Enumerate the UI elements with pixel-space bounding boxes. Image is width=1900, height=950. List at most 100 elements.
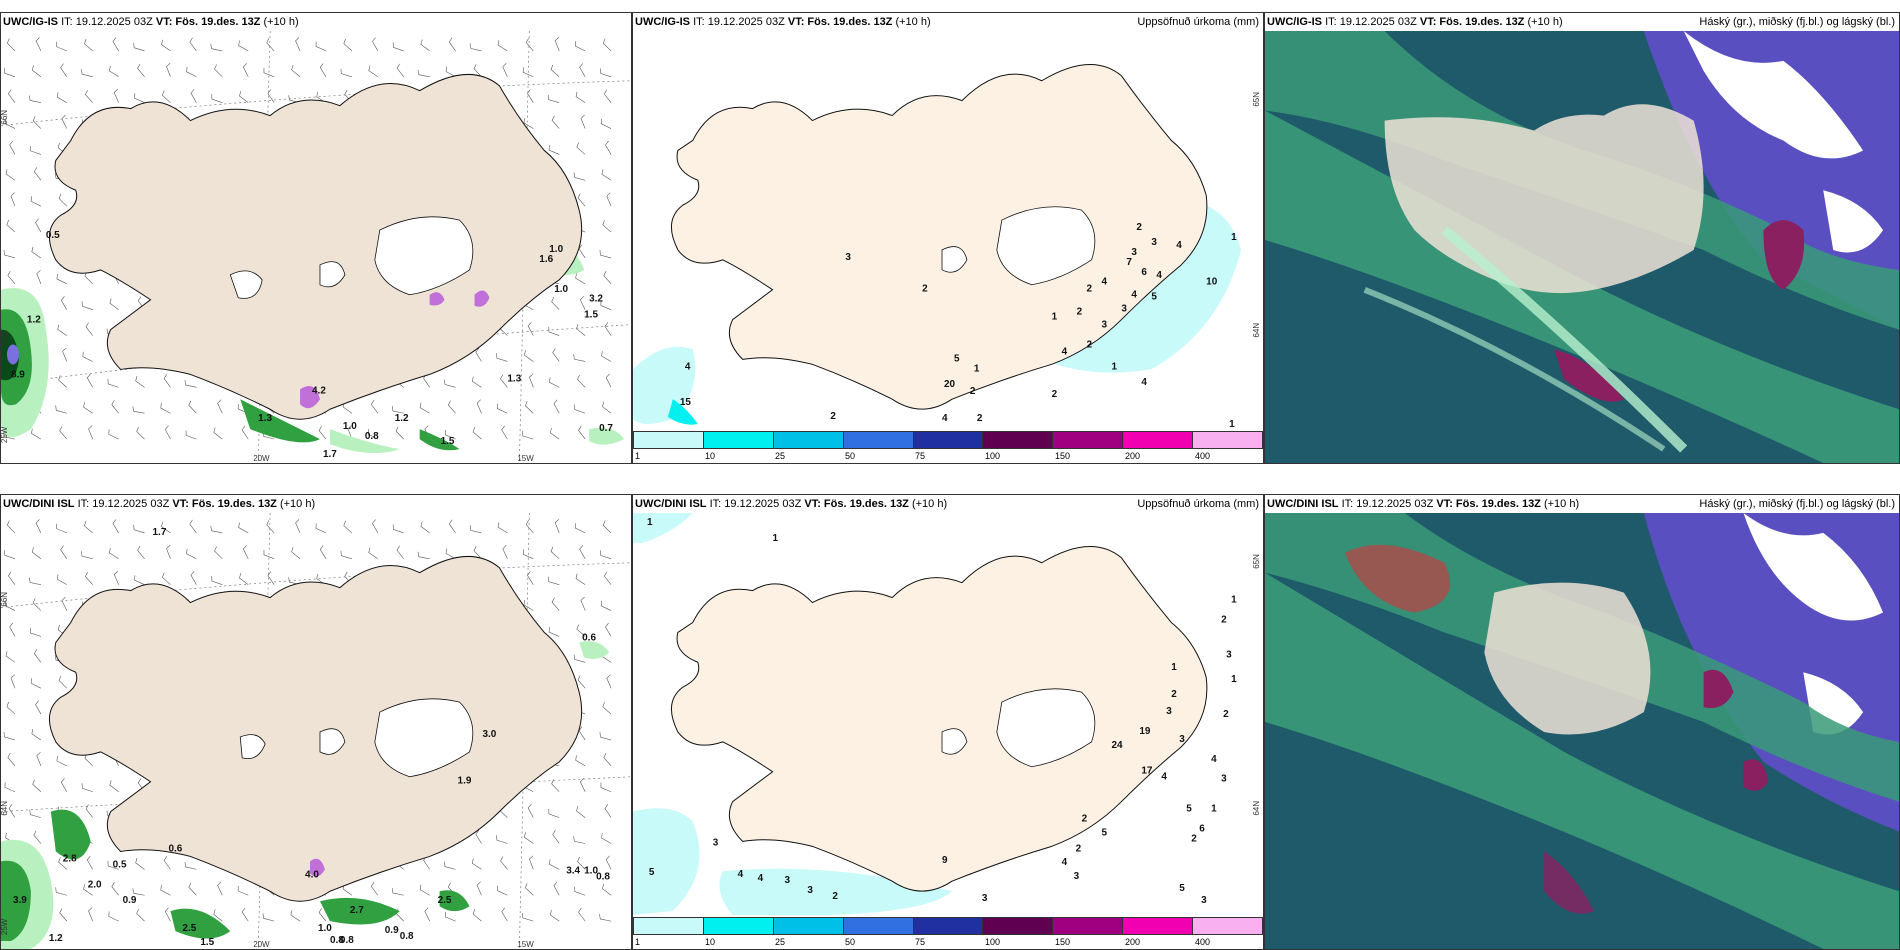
- init-time: IT: 19.12.2025 03Z: [1325, 16, 1417, 28]
- map-clouds[interactable]: [1265, 513, 1899, 949]
- svg-text:2: 2: [1136, 222, 1142, 233]
- svg-text:1: 1: [1211, 804, 1217, 815]
- wind-barb: [188, 882, 197, 896]
- wind-barb: [55, 887, 67, 896]
- wind-barb: [551, 297, 560, 310]
- wind-barb: [210, 525, 223, 534]
- wind-barb: [239, 91, 249, 103]
- map-wind-precip[interactable]: 0.5 1.2 8.9 1.0 1.6 1.0 3.2 1.5 1.3 1.0 0.8 1.7 …: [1, 31, 631, 463]
- wind-barb: [578, 907, 586, 922]
- panel-bot-right: UWC/DINI ISL IT: 19.12.2025 03Z VT: Fös.…: [1264, 494, 1900, 950]
- wind-barb: [472, 909, 482, 922]
- wind-barb: [601, 833, 612, 844]
- svg-text:1.5: 1.5: [200, 937, 214, 948]
- wind-barb: [81, 301, 93, 310]
- svg-text:4.0: 4.0: [305, 869, 319, 880]
- svg-text:0.8: 0.8: [365, 431, 379, 442]
- wind-barb: [548, 145, 560, 155]
- svg-text:0.9: 0.9: [123, 895, 137, 906]
- wind-barb: [599, 914, 612, 922]
- wind-barb: [6, 38, 16, 52]
- svg-text:17: 17: [1141, 766, 1153, 777]
- wind-barb: [132, 406, 145, 414]
- svg-text:64N: 64N: [1, 331, 9, 346]
- valid-label: VT:: [1436, 498, 1453, 510]
- wind-barb: [132, 888, 145, 896]
- svg-text:1.5: 1.5: [441, 436, 455, 447]
- colorbar-swatch: [773, 918, 844, 934]
- svg-text:0.8: 0.8: [340, 935, 354, 946]
- wind-barb: [475, 829, 482, 844]
- wind-barb: [242, 545, 249, 559]
- lead-time: (+10 h): [895, 16, 931, 28]
- wind-barb: [60, 778, 68, 792]
- svg-text:3: 3: [1201, 895, 1207, 906]
- wind-barb: [184, 862, 197, 870]
- init-time: IT: 19.12.2025 03Z: [1341, 498, 1434, 510]
- wind-barb: [551, 597, 560, 611]
- wind-barb: [500, 856, 508, 870]
- wind-barb: [502, 545, 508, 559]
- precip-values: 0.51.28.9 1.01.61.0 3.21.51.3 1.00.81.7 …: [11, 230, 613, 460]
- colorbar-label: 400: [1194, 451, 1211, 461]
- wind-barb: [6, 520, 16, 534]
- svg-text:6: 6: [1199, 823, 1205, 834]
- svg-text:19: 19: [1139, 726, 1151, 737]
- svg-text:0.6: 0.6: [168, 843, 182, 854]
- wind-barb: [59, 426, 68, 440]
- svg-text:0.9: 0.9: [385, 925, 399, 936]
- wind-barb: [501, 907, 508, 922]
- map-wind-precip[interactable]: 1.7 0.6 0.6 0.5 2.8 2.0 0.9 3.9 1.2 2.5 1.5 1.0 …: [1, 513, 631, 949]
- wind-barb: [554, 519, 560, 534]
- wind-barb: [7, 270, 16, 285]
- wind-barb: [395, 426, 404, 440]
- wind-barb: [496, 353, 508, 362]
- wind-barb: [525, 38, 534, 52]
- wind-barb: [392, 42, 404, 52]
- wind-barb: [60, 545, 68, 559]
- wind-barb: [83, 520, 93, 534]
- wind-barb: [210, 43, 223, 52]
- wind-barb: [58, 675, 68, 689]
- axis-labels: 20W 15W 66N 64N 25W: [1, 110, 534, 463]
- wind-barb: [547, 94, 560, 103]
- model-name: UWC/DINI ISL: [3, 498, 75, 510]
- wind-barb: [473, 546, 482, 559]
- wind-barb: [160, 885, 171, 896]
- wind-barb: [417, 551, 430, 560]
- svg-text:1: 1: [1231, 232, 1237, 243]
- wind-barb: [524, 401, 534, 414]
- svg-text:2.8: 2.8: [63, 853, 77, 864]
- svg-text:2: 2: [830, 411, 836, 422]
- wind-barb: [4, 68, 16, 78]
- wind-barb: [6, 219, 16, 233]
- lead-time: (+10 h): [279, 498, 316, 510]
- wind-barb: [603, 753, 612, 767]
- svg-text:3: 3: [982, 893, 988, 904]
- wind-barb: [111, 400, 119, 414]
- wind-barb: [3, 431, 16, 440]
- wind-barb: [217, 881, 223, 896]
- svg-text:1.2: 1.2: [27, 315, 41, 326]
- wind-barb: [57, 324, 67, 336]
- wind-barb: [522, 67, 534, 78]
- svg-text:0.5: 0.5: [113, 859, 127, 870]
- wind-barb: [113, 88, 119, 103]
- wind-barb: [162, 572, 171, 585]
- wind-barb: [6, 701, 16, 715]
- wind-barb: [33, 167, 42, 181]
- wind-barb: [577, 856, 586, 870]
- wind-barb: [61, 114, 68, 129]
- init-time: IT: 19.12.2025 03Z: [77, 498, 170, 510]
- wind-barb: [576, 805, 586, 818]
- wind-barb: [497, 885, 508, 896]
- wind-barb: [35, 519, 42, 534]
- map-clouds[interactable]: [1265, 31, 1899, 463]
- wind-barb: [160, 403, 171, 414]
- wind-barb: [580, 295, 586, 310]
- wind-barb: [133, 524, 145, 534]
- wind-barb: [448, 37, 456, 52]
